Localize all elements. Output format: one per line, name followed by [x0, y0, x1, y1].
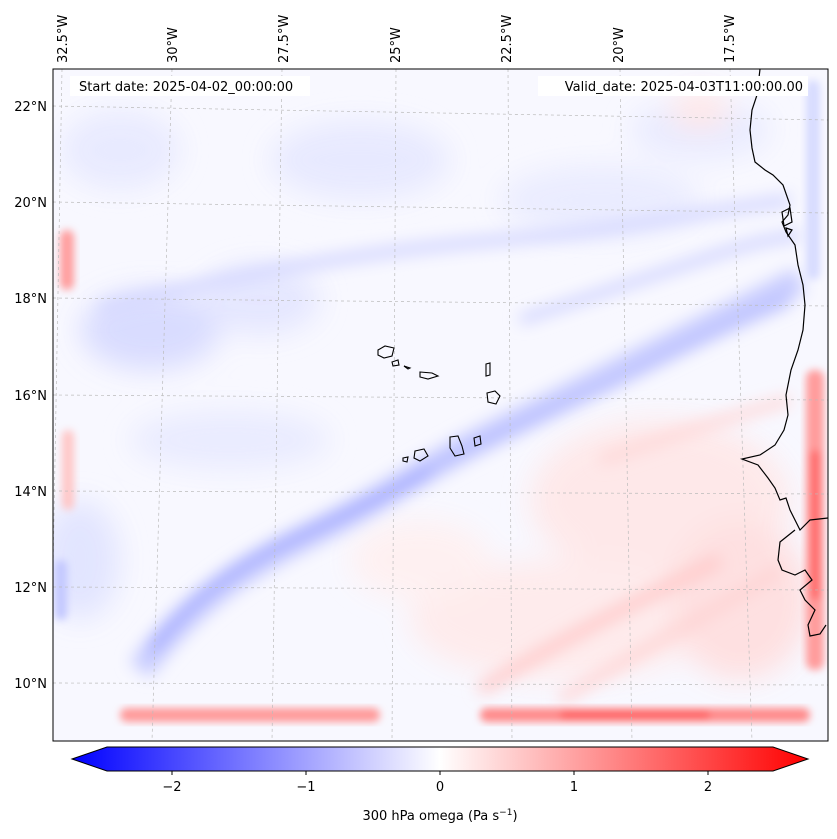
lat-label: 20°N	[14, 196, 47, 211]
valid-date-label: Valid_date: 2025-04-03T11:00:00.00	[565, 80, 803, 95]
colorbar-tick-label: −1	[296, 780, 315, 795]
lat-label: 12°N	[14, 581, 47, 596]
colorbar-tick-label: 1	[570, 780, 578, 795]
colorbar-label: 300 hPa omega (Pa s−1)	[362, 808, 517, 824]
latitude-labels: 22°N 20°N 18°N 16°N 14°N 12°N 10°N	[14, 100, 47, 692]
colorbar-ticks: −2 −1 0 1 2	[162, 771, 712, 795]
colorbar-tick-label: 0	[436, 780, 444, 795]
colorbar-gradient	[70, 746, 810, 772]
lon-label: 30°W	[166, 27, 181, 63]
map-panel: Start date: 2025-04-02_00:00:00 Valid_da…	[52, 68, 829, 742]
lon-label: 27.5°W	[277, 15, 292, 63]
colorbar-tick-label: −2	[162, 780, 181, 795]
graticule	[53, 69, 828, 741]
omega-field	[53, 69, 828, 741]
lat-label: 22°N	[14, 100, 47, 115]
lon-label: 20°W	[612, 27, 627, 63]
lat-label: 16°N	[14, 389, 47, 404]
start-date-label: Start date: 2025-04-02_00:00:00	[79, 80, 293, 95]
coastline	[739, 69, 828, 637]
longitude-labels: 32.5°W 30°W 27.5°W 25°W 22.5°W 20°W 17.5…	[56, 15, 738, 63]
lat-label: 18°N	[14, 292, 47, 307]
cape-verde-islands	[377, 345, 501, 463]
lat-label: 14°N	[14, 485, 47, 500]
lat-label: 10°N	[14, 677, 47, 692]
lon-label: 17.5°W	[723, 15, 738, 63]
colorbar: −2 −1 0 1 2 300 hPa omega (Pa s−1)	[70, 746, 810, 824]
lon-label: 32.5°W	[56, 15, 71, 63]
lon-label: 22.5°W	[500, 15, 515, 63]
colorbar-tick-label: 2	[704, 780, 712, 795]
lon-label: 25°W	[389, 27, 404, 63]
